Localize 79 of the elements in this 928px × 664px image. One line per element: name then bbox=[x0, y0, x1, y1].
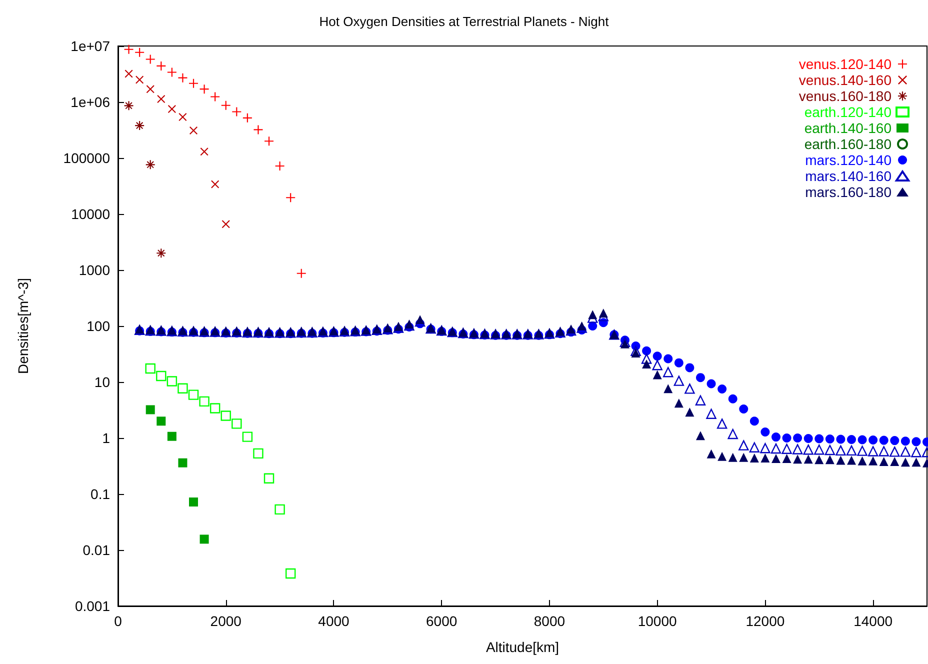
point bbox=[253, 448, 264, 459]
y-tick-label: 1000 bbox=[78, 262, 110, 278]
point bbox=[210, 403, 220, 414]
y-tick-label: 0.01 bbox=[82, 542, 110, 558]
point bbox=[222, 220, 230, 228]
point bbox=[189, 497, 198, 506]
point bbox=[232, 418, 242, 429]
y-tick-label: 100000 bbox=[63, 150, 110, 166]
x-tick-label: 12000 bbox=[746, 613, 785, 629]
point bbox=[211, 180, 220, 188]
point bbox=[285, 568, 296, 579]
point bbox=[286, 193, 296, 202]
point bbox=[146, 54, 155, 64]
x-tick-label: 8000 bbox=[534, 613, 566, 629]
point bbox=[178, 458, 188, 468]
x-tick-label: 4000 bbox=[318, 613, 350, 629]
legend-label: venus.160-180 bbox=[798, 88, 892, 104]
y-tick-label: 10000 bbox=[71, 206, 110, 222]
y-tick-label: 100 bbox=[86, 318, 110, 334]
x-tick-label: 0 bbox=[114, 613, 122, 629]
y-tick-label: 0.1 bbox=[90, 486, 110, 502]
point bbox=[135, 48, 144, 57]
point bbox=[242, 113, 252, 122]
point bbox=[200, 534, 209, 544]
legend-label: venus.140-160 bbox=[798, 72, 892, 88]
legend-label: venus.120-140 bbox=[798, 56, 892, 72]
point bbox=[157, 95, 166, 104]
point bbox=[168, 104, 176, 113]
point bbox=[178, 383, 188, 394]
x-tick-label: 10000 bbox=[638, 613, 678, 629]
y-tick-label: 0.001 bbox=[74, 598, 110, 614]
legend-label: mars.140-160 bbox=[805, 168, 892, 184]
point bbox=[178, 112, 187, 121]
point bbox=[199, 396, 210, 407]
y-tick-label: 1e+06 bbox=[70, 94, 110, 110]
y-axis-title: Densities[m^-3] bbox=[15, 278, 31, 374]
point bbox=[264, 136, 274, 146]
legend-label: mars.160-180 bbox=[805, 184, 892, 200]
point bbox=[156, 370, 166, 382]
point bbox=[232, 107, 242, 116]
x-tick-label: 6000 bbox=[426, 613, 458, 629]
point bbox=[275, 161, 284, 170]
point bbox=[188, 390, 199, 400]
point bbox=[254, 125, 263, 134]
y-tick-label: 10 bbox=[94, 374, 110, 390]
point bbox=[167, 68, 176, 77]
point bbox=[124, 70, 133, 78]
point bbox=[167, 432, 176, 441]
point bbox=[166, 376, 178, 386]
y-tick-label: 1 bbox=[102, 430, 110, 446]
point bbox=[221, 100, 230, 110]
x-axis-title: Altitude[km] bbox=[486, 639, 560, 655]
point bbox=[145, 363, 156, 374]
chart-title: Hot Oxygen Densities at Terrestrial Planets - Night bbox=[319, 14, 610, 29]
point bbox=[124, 101, 134, 110]
point bbox=[242, 432, 253, 442]
x-tick-label: 14000 bbox=[854, 613, 893, 629]
point bbox=[210, 92, 220, 102]
point bbox=[146, 85, 154, 94]
point bbox=[189, 78, 198, 88]
point bbox=[200, 84, 209, 94]
legend-label: earth.160-180 bbox=[804, 136, 892, 152]
legend-label: earth.120-140 bbox=[804, 104, 892, 120]
point bbox=[156, 416, 166, 426]
point bbox=[178, 73, 188, 82]
legend-label: earth.140-160 bbox=[804, 120, 892, 136]
point bbox=[264, 473, 274, 484]
point bbox=[156, 61, 166, 70]
point bbox=[220, 410, 231, 421]
point bbox=[124, 44, 134, 54]
point bbox=[200, 148, 208, 156]
point bbox=[190, 126, 198, 134]
x-tick-label: 2000 bbox=[210, 613, 242, 629]
point bbox=[296, 268, 306, 278]
y-tick-label: 1e+07 bbox=[70, 38, 110, 54]
point bbox=[146, 405, 155, 414]
point bbox=[136, 76, 144, 84]
point bbox=[274, 504, 285, 515]
legend-label: mars.120-140 bbox=[805, 152, 892, 168]
